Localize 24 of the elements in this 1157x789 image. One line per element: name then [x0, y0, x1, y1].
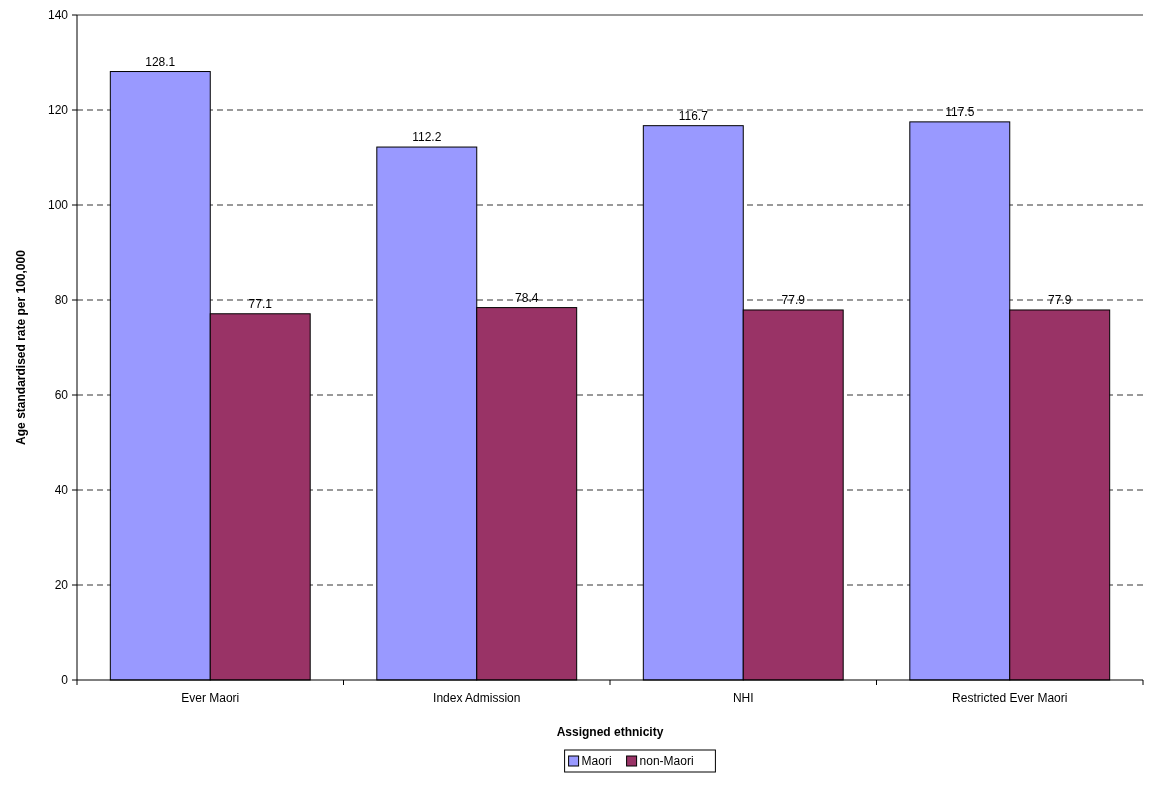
x-tick-label: Index Admission: [433, 691, 521, 705]
y-tick-label: 0: [61, 673, 69, 688]
y-tick-label: 80: [54, 293, 69, 308]
data-label: 117.5: [945, 104, 975, 119]
y-tick-label: 20: [54, 578, 69, 593]
x-tick-label: Ever Maori: [181, 691, 240, 705]
x-tick-label: Restricted Ever Maori: [952, 691, 1068, 705]
x-tick-label: NHI: [732, 691, 754, 705]
y-tick-label: 140: [47, 8, 69, 23]
data-label: 116.7: [678, 108, 709, 123]
data-label: 128.1: [145, 54, 176, 69]
data-label: 77.1: [248, 296, 273, 311]
data-label: 77.9: [781, 292, 806, 307]
data-label: 78.4: [515, 290, 539, 305]
legend-label: Maori: [581, 754, 612, 769]
y-tick-label: 60: [54, 388, 69, 403]
y-tick-label: 100: [47, 198, 69, 213]
data-label: 77.9: [1048, 292, 1072, 307]
data-label: 112.2: [412, 130, 442, 145]
x-axis-title: Assigned ethnicity: [556, 725, 664, 739]
legend-label: non-Maori: [639, 754, 694, 769]
y-tick-label: 120: [47, 103, 69, 118]
y-tick-label: 40: [54, 483, 69, 498]
y-axis-title: Age standardised rate per 100,000: [14, 249, 28, 445]
